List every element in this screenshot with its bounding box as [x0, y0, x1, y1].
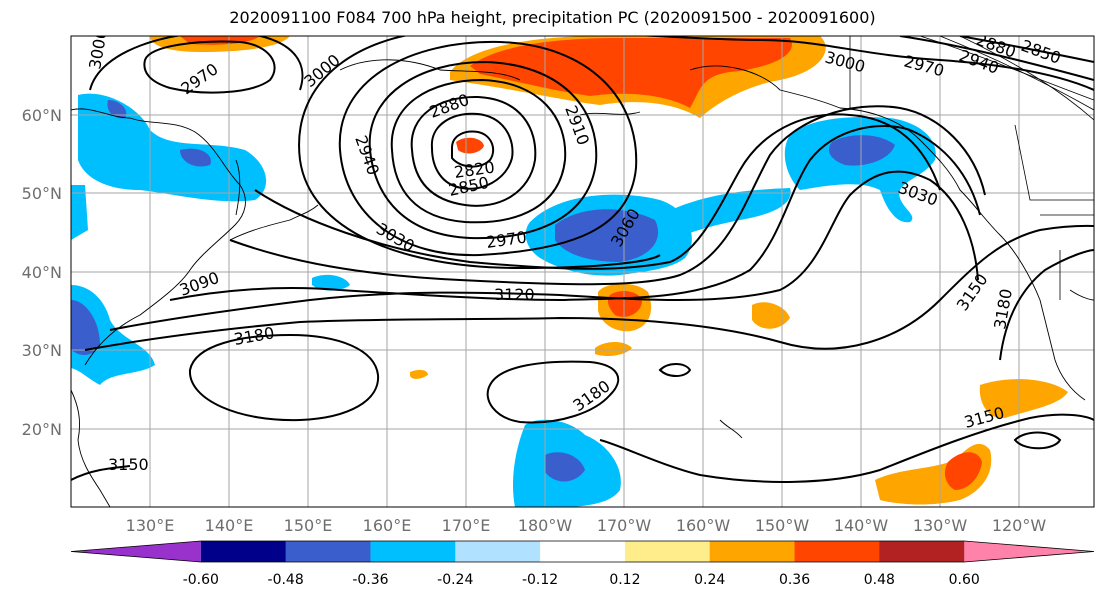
contour-3000-nw	[89, 36, 304, 91]
colorbar-swatch	[794, 541, 880, 562]
lon-label: 130°E	[126, 516, 175, 535]
colorbar-swatch	[624, 541, 711, 562]
lon-label: 120°W	[992, 516, 1047, 535]
precip-shading	[71, 36, 1068, 507]
shade-dkblue-west	[107, 100, 127, 119]
contour-2940-ne	[899, 36, 1094, 81]
colorbar-outline	[70, 540, 1095, 563]
contour-3090	[169, 124, 981, 302]
lon-label: 140°W	[834, 516, 889, 535]
contour-3030	[254, 113, 941, 270]
colorbar-swatch	[455, 541, 541, 562]
shade-orange-mid3	[752, 302, 790, 329]
colorbar-ticks: -0.60 -0.48 -0.36 -0.24 -0.12 0.12 0.24 …	[183, 572, 980, 588]
colorbar-tick-label: 0.24	[694, 572, 725, 588]
contour-label: 3150	[108, 455, 149, 474]
contour-2850	[430, 112, 514, 190]
contour-label: 3120	[494, 285, 535, 304]
shade-red-se	[944, 452, 982, 490]
colorbar-tick-label: -0.12	[522, 572, 558, 588]
shade-dkblue-ne	[828, 135, 895, 166]
contour-3180-a	[188, 333, 380, 422]
shade-blue-tongue	[660, 188, 791, 240]
colorbar-swatch	[879, 541, 965, 562]
contour-2880	[410, 95, 537, 207]
shade-blue-west	[78, 93, 267, 202]
contour-3180-c	[999, 249, 1094, 361]
colorbar-swatch	[200, 541, 287, 562]
graticule	[71, 36, 1094, 507]
contour-3150-se	[599, 413, 1094, 483]
lat-label: 50°N	[22, 184, 62, 203]
colorbar	[70, 540, 1095, 563]
colorbar-swatch	[964, 541, 1094, 562]
colorbar-swatch	[540, 541, 626, 562]
shade-red-low	[456, 137, 484, 154]
lat-label: 30°N	[22, 341, 62, 360]
colorbar-tick-label: -0.36	[352, 572, 388, 588]
borders	[849, 36, 1094, 300]
lon-label: 160°W	[676, 516, 731, 535]
contour-3150-s	[71, 465, 131, 481]
colorbar-tick-label: 0.12	[609, 572, 640, 588]
shade-blue-speck	[312, 274, 350, 291]
colorbar-tick-label: -0.48	[268, 572, 304, 588]
contour-2970-nw	[143, 40, 276, 94]
map-frame	[70, 35, 1095, 508]
shade-orange-speck	[410, 369, 428, 379]
colorbar-tick-label: 0.36	[779, 572, 810, 588]
lon-label: 180°W	[518, 516, 573, 535]
shade-orange-se	[979, 379, 1068, 419]
contour-3120	[109, 170, 979, 331]
contour-3180-b	[486, 360, 620, 424]
shade-red-north	[470, 38, 792, 108]
contour-3150	[84, 224, 1094, 351]
lon-label: 130°W	[913, 516, 968, 535]
colorbar-swatch	[370, 541, 456, 562]
lon-labels: 130°E 140°E 150°E 160°E 170°E 180°W 170°…	[126, 516, 1047, 535]
lon-label: 140°E	[205, 516, 254, 535]
contour-3000-b	[299, 159, 661, 270]
contour-3060	[229, 105, 986, 286]
contour-2910	[390, 78, 567, 224]
lon-label: 170°W	[597, 516, 652, 535]
lat-label: 60°N	[22, 106, 62, 125]
shade-blue-ne	[784, 116, 936, 223]
contour-3180-d	[658, 363, 692, 377]
lon-label: 170°E	[442, 516, 491, 535]
lat-labels: 60°N 50°N 40°N 30°N 20°N	[22, 106, 62, 439]
lon-label: 150°E	[284, 516, 333, 535]
contour-2940	[368, 60, 598, 240]
contour-2970	[338, 40, 638, 257]
contour-2820	[451, 130, 495, 168]
height-contours	[71, 36, 1094, 483]
colorbar-tick-label: -0.24	[437, 572, 473, 588]
shade-dkblue-sw	[71, 300, 100, 355]
shade-blue-sw	[71, 285, 155, 385]
shade-dkblue-mid	[555, 209, 659, 262]
lon-label: 150°W	[755, 516, 810, 535]
shade-dkblue-west2	[180, 148, 211, 167]
contour-3000	[298, 36, 1094, 161]
colorbar-swatch	[71, 541, 201, 562]
colorbar-tick-label: 0.48	[864, 572, 895, 588]
shade-blue-west-small	[71, 185, 88, 240]
shade-dkblue-south	[545, 452, 585, 482]
lat-label: 40°N	[22, 263, 62, 282]
map-area: 3000 2970 3000 2880 2910 2940 2820 2850 …	[71, 36, 1094, 507]
shade-orange-mid2	[595, 342, 632, 356]
colorbar-swatch	[709, 541, 796, 562]
colorbar-tick-label: 0.60	[949, 572, 980, 588]
contour-3150-se2	[1013, 431, 1062, 450]
map-title: 2020091100 F084 700 hPa height, precipit…	[229, 8, 876, 27]
coastlines	[71, 59, 1094, 507]
lon-label: 160°E	[363, 516, 412, 535]
lat-label: 20°N	[22, 420, 62, 439]
contour-2880-ne	[959, 36, 1094, 63]
colorbar-tick-label: -0.60	[183, 572, 219, 588]
colorbar-swatch	[285, 541, 371, 562]
